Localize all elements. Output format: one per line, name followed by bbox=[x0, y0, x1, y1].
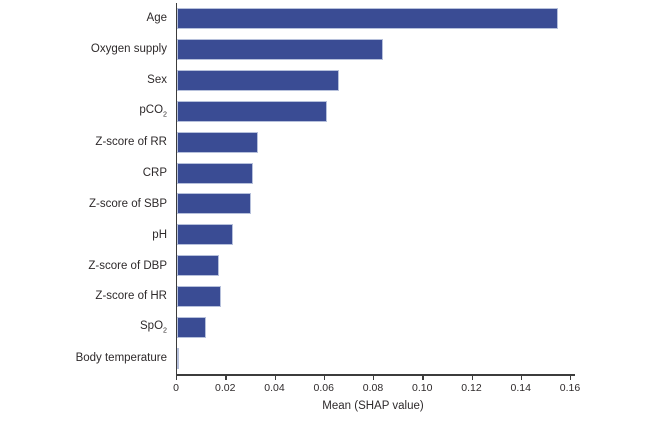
x-tick-mark bbox=[176, 375, 178, 380]
bar-crp bbox=[177, 162, 254, 184]
x-tick-label: 0.12 bbox=[461, 382, 482, 394]
bar-z-score-of-sbp bbox=[177, 193, 251, 215]
bar-ph bbox=[177, 224, 234, 246]
x-tick-mark bbox=[570, 375, 572, 380]
bar-row-body-temperature: Body temperature bbox=[0, 343, 571, 375]
plot-cell bbox=[176, 343, 570, 375]
bar-oxygen-supply bbox=[177, 38, 384, 60]
bar-row-sex: Sex bbox=[0, 64, 571, 96]
bar-row-z-score-of-rr: Z-score of RR bbox=[0, 126, 571, 158]
x-tick-mark bbox=[422, 375, 424, 380]
bar-body-temperature bbox=[177, 348, 180, 370]
x-tick-label: 0.16 bbox=[559, 382, 581, 394]
category-label-ph: pH bbox=[152, 228, 167, 241]
bar-row-z-score-of-dbp: Z-score of DBP bbox=[0, 250, 571, 282]
plot-cell bbox=[176, 219, 570, 251]
category-label-z-score-of-dbp: Z-score of DBP bbox=[88, 259, 167, 272]
bar-row-z-score-of-hr: Z-score of HR bbox=[0, 281, 571, 313]
bar-row-oxygen-supply: Oxygen supply bbox=[0, 33, 571, 65]
category-label-oxygen-supply: Oxygen supply bbox=[90, 43, 167, 56]
x-tick-mark bbox=[520, 375, 523, 380]
bar-row-ph: pH bbox=[0, 219, 571, 251]
x-tick-label: 0.02 bbox=[215, 382, 236, 394]
x-tick-mark bbox=[225, 375, 227, 380]
x-tick-label: 0.14 bbox=[510, 382, 531, 394]
bar-z-score-of-dbp bbox=[177, 255, 219, 277]
bar-z-score-of-rr bbox=[177, 131, 259, 153]
category-label-age: Age bbox=[146, 12, 167, 25]
bar-row-crp: CRP bbox=[0, 157, 571, 189]
bar-spo2 bbox=[177, 317, 207, 339]
category-label-pco2: pCO2 bbox=[139, 103, 167, 118]
category-label-sex: Sex bbox=[147, 73, 167, 86]
x-tick-mark bbox=[323, 375, 326, 380]
plot-cell bbox=[176, 250, 570, 282]
x-axis-title: Mean (SHAP value) bbox=[322, 400, 424, 412]
plot-cell bbox=[176, 95, 570, 127]
plot-cell bbox=[176, 312, 570, 344]
bar-age bbox=[177, 7, 558, 29]
plot-cell bbox=[176, 157, 570, 189]
bar-row-age: Age bbox=[0, 3, 571, 34]
x-axis-line bbox=[176, 374, 575, 376]
plot-cell bbox=[176, 3, 570, 34]
x-tick-label: 0.10 bbox=[412, 382, 433, 394]
x-tick-label: 0.08 bbox=[362, 382, 384, 394]
x-tick-mark bbox=[373, 375, 375, 380]
bar-row-z-score-of-sbp: Z-score of SBP bbox=[0, 188, 571, 220]
plot-cell bbox=[176, 126, 570, 158]
category-label-crp: CRP bbox=[142, 166, 167, 179]
bar-sex bbox=[177, 69, 340, 91]
plot-cell bbox=[176, 64, 570, 96]
category-label-z-score-of-hr: Z-score of HR bbox=[95, 290, 167, 303]
x-tick-mark bbox=[274, 375, 276, 380]
x-tick-label: 0 bbox=[173, 382, 179, 394]
category-label-spo2: SpO2 bbox=[140, 320, 167, 335]
plot-cell bbox=[176, 281, 570, 313]
x-tick-label: 0.04 bbox=[264, 382, 285, 394]
bar-row-spo2: SpO2 bbox=[0, 312, 571, 344]
plot-cell bbox=[176, 33, 570, 65]
bar-pco2 bbox=[177, 100, 327, 122]
x-tick-label: 0.06 bbox=[313, 382, 334, 394]
category-label-z-score-of-sbp: Z-score of SBP bbox=[89, 197, 167, 210]
category-label-z-score-of-rr: Z-score of RR bbox=[95, 135, 167, 148]
x-tick-mark bbox=[471, 375, 473, 380]
bar-row-pco2: pCO2 bbox=[0, 95, 571, 127]
plot-cell bbox=[176, 188, 570, 220]
plot-area: Age Oxygen supply Sex pCO2 Z-score of RR CRP Z… bbox=[0, 3, 571, 375]
category-label-body-temperature: Body temperature bbox=[75, 352, 167, 365]
bar-z-score-of-hr bbox=[177, 286, 222, 308]
